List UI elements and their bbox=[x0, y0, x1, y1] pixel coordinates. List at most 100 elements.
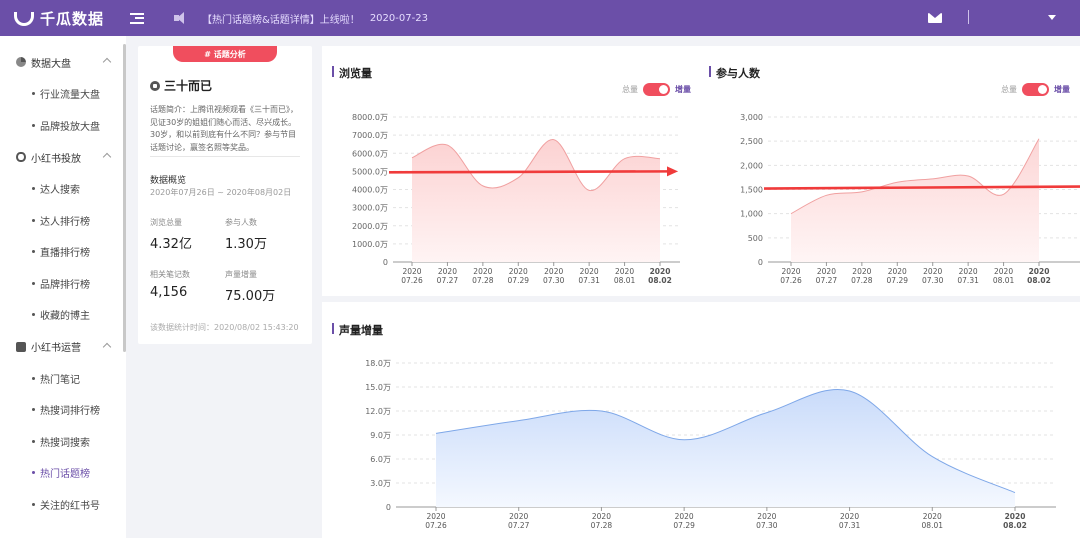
x-tick-label: 2020 bbox=[852, 267, 871, 276]
x-tick-label: 07.27 bbox=[816, 276, 838, 285]
sidebar-group-xhs-operations[interactable]: 小红书运营 bbox=[0, 331, 126, 363]
announcement-date: 2020-07-23 bbox=[369, 12, 428, 24]
y-tick-label: 2000.0万 bbox=[352, 222, 388, 231]
x-tick-label: 08.01 bbox=[922, 521, 944, 530]
sidebar-item-hot-search[interactable]: 热搜词搜索 bbox=[0, 426, 126, 458]
y-tick-label: 0 bbox=[758, 258, 763, 267]
y-tick-label: 6.0万 bbox=[370, 455, 391, 464]
announcement-link[interactable]: 【热门话题榜&话题详情】上线啦！ bbox=[202, 14, 360, 26]
views-toggle[interactable]: 总量 增量 bbox=[622, 83, 691, 96]
topic-intro: 话题简介：上腾讯视频观看《三十而已》，见证30岁的姐姐们随心而活、尽兴成长。30… bbox=[150, 105, 298, 152]
y-tick-label: 6000.0万 bbox=[352, 149, 388, 158]
x-tick-label: 2020 bbox=[650, 267, 671, 276]
trend-line bbox=[763, 185, 1080, 190]
x-tick-label: 2020 bbox=[509, 267, 528, 276]
sidebar-item-hot-search-ranking[interactable]: 热搜词排行榜 bbox=[0, 394, 126, 426]
topic-analysis-tag: # 话题分析 bbox=[173, 46, 277, 62]
eye-icon bbox=[16, 152, 26, 162]
sidebar-group-label: 数据大盘 bbox=[31, 58, 71, 70]
topic-title: 三十而已 bbox=[150, 77, 212, 94]
pie-chart-icon bbox=[16, 57, 26, 67]
y-tick-label: 4000.0万 bbox=[352, 186, 388, 195]
x-tick-label: 2020 bbox=[402, 267, 421, 276]
mail-icon[interactable] bbox=[928, 13, 942, 23]
sidebar-item-hot-topics[interactable]: 热门话题榜 bbox=[0, 457, 126, 489]
x-tick-label: 07.30 bbox=[922, 276, 944, 285]
y-tick-label: 1000.0万 bbox=[352, 240, 388, 249]
sidebar-item-followed-accounts[interactable]: 关注的红书号 bbox=[0, 489, 126, 521]
x-tick-label: 2020 bbox=[544, 267, 563, 276]
x-tick-label: 07.28 bbox=[591, 521, 613, 530]
series-area bbox=[791, 138, 1039, 262]
y-tick-label: 9.0万 bbox=[370, 431, 391, 440]
x-tick-label: 2020 bbox=[615, 267, 634, 276]
participants-toggle[interactable]: 总量 增量 bbox=[1001, 83, 1070, 96]
menu-toggle-icon[interactable] bbox=[130, 12, 144, 24]
x-tick-label: 2020 bbox=[509, 512, 528, 521]
x-tick-label: 07.31 bbox=[839, 521, 861, 530]
divider bbox=[150, 156, 300, 157]
stat-volume-increase: 声量增量 75.00万 bbox=[225, 270, 276, 304]
chart-title-participants: 参与人数 bbox=[709, 65, 760, 81]
sidebar-group-xhs-placement[interactable]: 小红书投放 bbox=[0, 141, 126, 173]
x-tick-label: 08.02 bbox=[1003, 521, 1027, 530]
logo-icon bbox=[14, 12, 34, 26]
topic-icon bbox=[150, 80, 160, 91]
sidebar-item-industry-traffic[interactable]: 行业流量大盘 bbox=[0, 78, 126, 110]
y-tick-label: 3,000 bbox=[740, 113, 763, 122]
x-tick-label: 2020 bbox=[888, 267, 907, 276]
top-bar: 千瓜数据 【热门话题榜&话题详情】上线啦！ 2020-07-23 bbox=[0, 0, 1080, 36]
overview-date-range: 2020年07月26日 ~ 2020年08月02日 bbox=[150, 188, 292, 197]
series-area bbox=[412, 139, 660, 262]
sidebar-item-brand-ranking[interactable]: 品牌排行榜 bbox=[0, 268, 126, 300]
chevron-up-icon bbox=[102, 57, 112, 67]
x-tick-label: 2020 bbox=[923, 512, 942, 521]
sidebar-item-influencer-search[interactable]: 达人搜索 bbox=[0, 173, 126, 205]
chevron-up-icon bbox=[102, 342, 112, 351]
chart-title-volume: 声量增量 bbox=[332, 322, 383, 338]
user-menu-caret-icon[interactable] bbox=[1048, 15, 1056, 20]
stat-related-notes: 相关笔记数 4,156 bbox=[150, 270, 190, 300]
chart-title-views: 浏览量 bbox=[332, 65, 372, 81]
y-tick-label: 3.0万 bbox=[370, 479, 391, 488]
y-tick-label: 1,000 bbox=[740, 210, 763, 219]
sidebar-item-hot-notes[interactable]: 热门笔记 bbox=[0, 363, 126, 395]
x-tick-label: 2020 bbox=[817, 267, 836, 276]
views-chart: 0 1000.0万 2000.0万 3000.0万 4000.0万 5000.0万 6000… bbox=[352, 113, 680, 285]
series-line bbox=[435, 389, 1016, 494]
participants-toggle-switch[interactable] bbox=[1022, 83, 1049, 96]
sidebar: 数据大盘 行业流量大盘 品牌投放大盘 小红书投放 达人搜索 达人排行榜 直播排行… bbox=[0, 36, 126, 538]
series-area bbox=[436, 389, 1015, 507]
sidebar-group-data-overview[interactable]: 数据大盘 bbox=[0, 46, 126, 78]
x-tick-label: 2020 bbox=[757, 512, 776, 521]
x-tick-label: 07.26 bbox=[425, 521, 447, 530]
overview-title: 数据概览 bbox=[150, 176, 187, 186]
x-tick-label: 2020 bbox=[1005, 512, 1026, 521]
logo[interactable]: 千瓜数据 bbox=[14, 8, 124, 29]
sidebar-item-influencer-ranking[interactable]: 达人排行榜 bbox=[0, 205, 126, 237]
sidebar-scrollbar[interactable] bbox=[123, 44, 126, 352]
sidebar-group-label: 小红书投放 bbox=[31, 153, 81, 165]
x-tick-label: 07.29 bbox=[508, 276, 530, 285]
chevron-up-icon bbox=[102, 152, 112, 162]
topic-title-text: 三十而已 bbox=[164, 79, 213, 93]
x-tick-label: 2020 bbox=[840, 512, 859, 521]
participants-chart: 05001,0001,5002,0002,5003,000202007.2620… bbox=[740, 113, 1080, 285]
sidebar-item-saved-bloggers[interactable]: 收藏的博主 bbox=[0, 299, 126, 331]
stat-participants: 参与人数 1.30万 bbox=[225, 218, 267, 252]
x-tick-label: 07.26 bbox=[780, 276, 802, 285]
y-tick-label: 5000.0万 bbox=[352, 167, 388, 176]
x-tick-label: 07.31 bbox=[578, 276, 600, 285]
sidebar-item-brand-placement[interactable]: 品牌投放大盘 bbox=[0, 110, 126, 142]
x-tick-label: 07.30 bbox=[543, 276, 565, 285]
y-tick-label: 500 bbox=[748, 234, 763, 243]
views-toggle-switch[interactable] bbox=[643, 83, 670, 96]
y-tick-label: 1,500 bbox=[740, 186, 763, 195]
x-tick-label: 07.30 bbox=[756, 521, 778, 530]
y-tick-label: 15.0万 bbox=[365, 383, 391, 392]
x-tick-label: 07.27 bbox=[437, 276, 459, 285]
sidebar-item-live-ranking[interactable]: 直播排行榜 bbox=[0, 236, 126, 268]
x-tick-label: 2020 bbox=[592, 512, 611, 521]
series-line bbox=[411, 139, 661, 191]
y-tick-label: 7000.0万 bbox=[352, 131, 388, 140]
